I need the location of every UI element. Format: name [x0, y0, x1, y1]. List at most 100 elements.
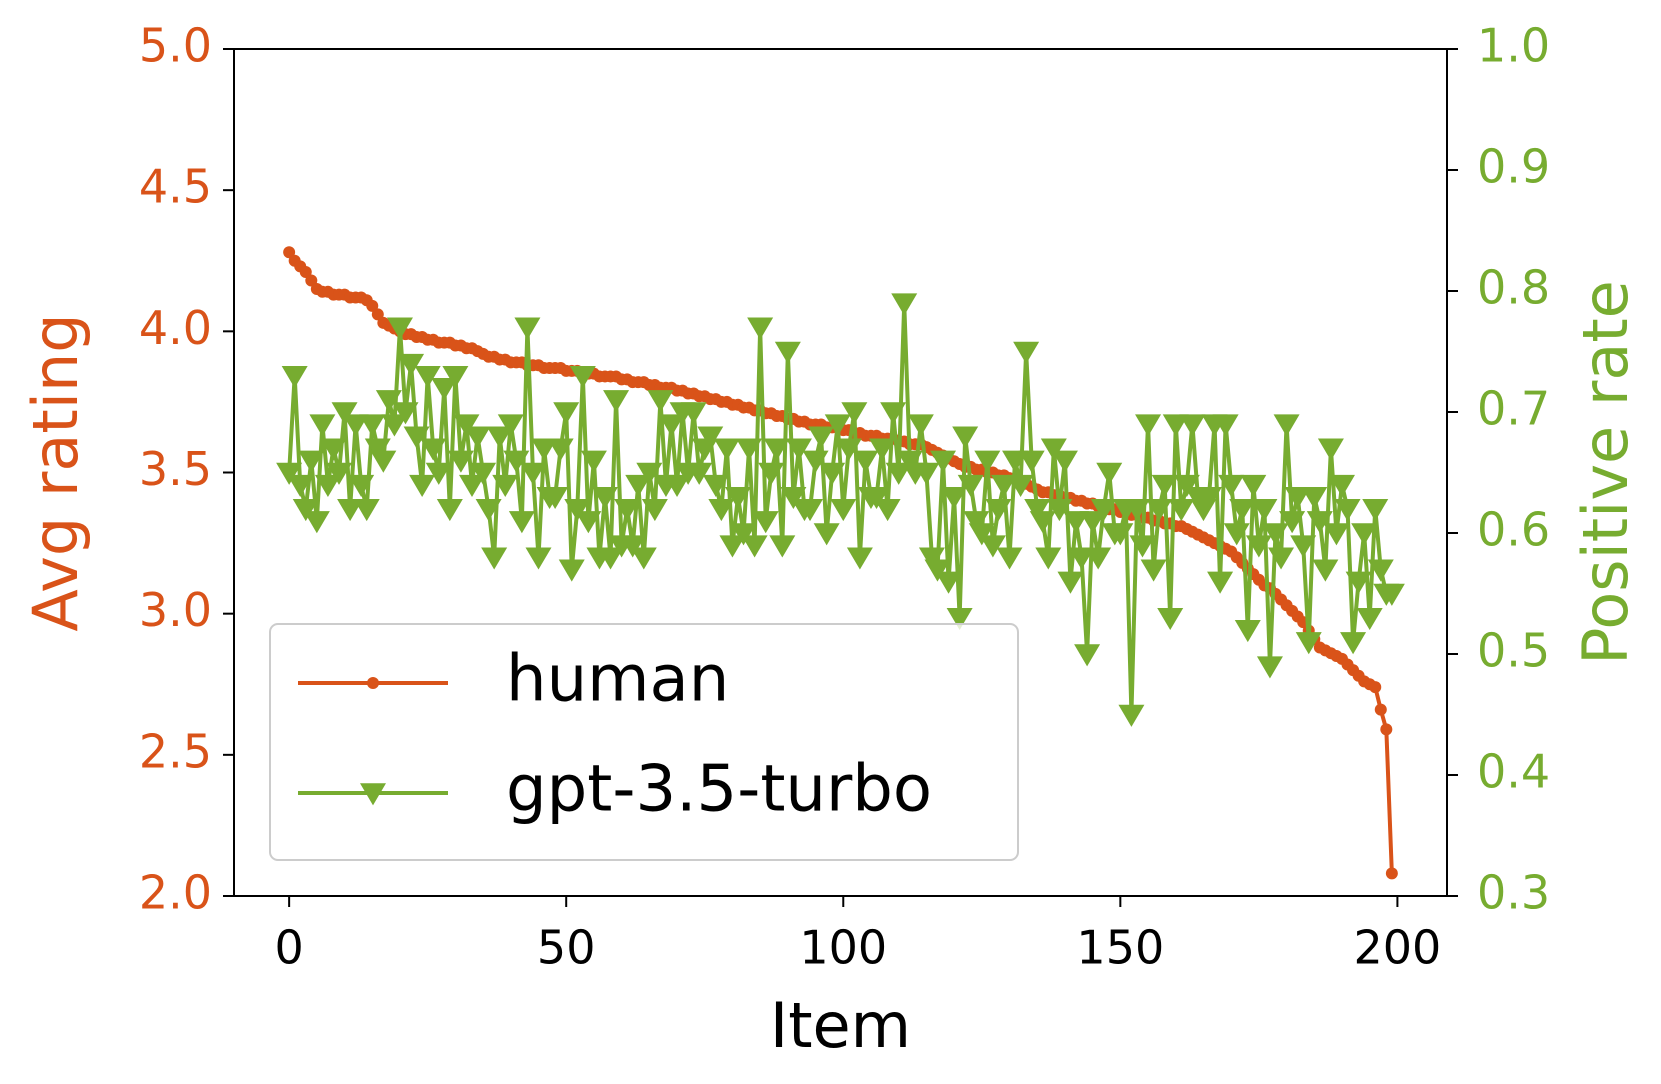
- marker-triangle: [337, 499, 364, 522]
- marker-triangle: [1295, 632, 1322, 655]
- marker-triangle: [924, 559, 951, 582]
- y2-tick-label: 1.0: [1477, 19, 1550, 73]
- marker-triangle: [497, 414, 524, 437]
- marker-triangle: [985, 499, 1012, 522]
- marker-triangle: [281, 365, 308, 389]
- marker-triangle: [314, 474, 341, 497]
- marker-triangle: [364, 438, 391, 461]
- marker-triangle: [1029, 511, 1056, 534]
- marker-triangle: [863, 486, 890, 510]
- marker-triangle: [276, 462, 303, 485]
- marker-triangle: [591, 486, 618, 510]
- marker-triangle: [436, 499, 463, 522]
- marker-triangle: [1007, 474, 1034, 497]
- marker-triangle: [830, 499, 857, 522]
- marker-triangle: [1229, 499, 1256, 522]
- marker-triangle: [1356, 607, 1383, 631]
- marker-triangle: [1323, 523, 1350, 546]
- marker-triangle: [447, 450, 474, 473]
- marker-triangle: [885, 462, 912, 485]
- marker-triangle: [913, 462, 940, 485]
- marker-triangle: [1151, 474, 1178, 497]
- marker-triangle: [1162, 414, 1189, 437]
- marker-triangle: [508, 511, 535, 534]
- marker-triangle: [758, 462, 785, 485]
- marker-triangle: [1002, 450, 1029, 473]
- marker-triangle: [1268, 547, 1295, 570]
- marker-triangle: [1328, 474, 1355, 497]
- marker-triangle: [625, 474, 652, 497]
- marker-triangle: [575, 511, 602, 534]
- marker-triangle: [558, 559, 585, 582]
- y2-axis-label: Positive rate: [1569, 280, 1642, 665]
- marker-triangle: [946, 607, 973, 631]
- marker-triangle: [453, 414, 480, 437]
- marker-triangle: [375, 390, 402, 413]
- marker-triangle: [1256, 656, 1283, 679]
- marker-dot: [299, 266, 312, 279]
- marker-triangle: [292, 499, 319, 522]
- marker-triangle: [763, 438, 790, 461]
- marker-triangle: [287, 474, 314, 497]
- marker-triangle: [1140, 559, 1167, 582]
- marker-triangle: [752, 511, 779, 534]
- y-tick-label: 4.0: [139, 301, 212, 355]
- marker-triangle: [1378, 583, 1405, 606]
- marker-triangle: [326, 462, 353, 485]
- marker-triangle: [713, 438, 740, 461]
- legend: human gpt-3.5-turbo: [269, 623, 1019, 861]
- marker-triangle: [952, 426, 979, 449]
- marker-triangle: [1317, 438, 1344, 461]
- marker-triangle: [1085, 547, 1112, 570]
- marker-triangle: [619, 535, 646, 558]
- marker-dot: [305, 274, 318, 287]
- marker-triangle: [957, 474, 984, 497]
- marker-triangle: [935, 571, 962, 594]
- marker-triangle: [1245, 535, 1272, 558]
- marker-triangle: [1074, 644, 1101, 667]
- marker-triangle: [813, 523, 840, 546]
- marker-triangle: [774, 341, 801, 364]
- marker-triangle: [1129, 535, 1156, 558]
- y-tick-label: 5.0: [139, 19, 212, 73]
- marker-triangle: [1301, 486, 1328, 510]
- marker-triangle: [403, 426, 430, 449]
- marker-triangle: [370, 450, 397, 473]
- marker-dot: [1380, 723, 1393, 736]
- y-tick-label: 4.5: [139, 160, 212, 214]
- marker-triangle: [1345, 571, 1372, 594]
- marker-triangle: [708, 499, 735, 522]
- x-tick-label: 200: [1353, 921, 1441, 975]
- marker-dot: [371, 308, 384, 321]
- marker-triangle: [930, 450, 957, 473]
- marker-triangle: [747, 317, 774, 340]
- marker-triangle: [597, 547, 624, 570]
- marker-triangle: [896, 450, 923, 473]
- marker-dot: [1369, 681, 1382, 694]
- marker-triangle: [470, 462, 497, 485]
- marker-triangle: [580, 450, 607, 473]
- marker-triangle: [996, 547, 1023, 570]
- marker-triangle: [835, 438, 862, 461]
- marker-triangle: [353, 499, 380, 522]
- marker-triangle: [420, 438, 447, 461]
- marker-triangle: [1051, 450, 1078, 473]
- marker-triangle: [974, 450, 1001, 473]
- marker-triangle: [303, 511, 330, 534]
- marker-triangle: [1351, 523, 1378, 546]
- legend-marker: [367, 677, 379, 689]
- y-axis-label: Avg rating: [19, 313, 92, 631]
- y-tick-label: 3.0: [139, 583, 212, 637]
- marker-triangle: [719, 535, 746, 558]
- marker-dot: [283, 246, 296, 259]
- marker-triangle: [342, 414, 369, 437]
- marker-triangle: [1068, 547, 1095, 570]
- marker-triangle: [1212, 414, 1239, 437]
- marker-triangle: [918, 547, 945, 570]
- marker-triangle: [1090, 499, 1117, 522]
- marker-triangle: [802, 450, 829, 473]
- x-tick-label: 150: [1076, 921, 1164, 975]
- marker-triangle: [1179, 414, 1206, 437]
- marker-triangle: [298, 450, 325, 473]
- marker-triangle: [841, 402, 868, 425]
